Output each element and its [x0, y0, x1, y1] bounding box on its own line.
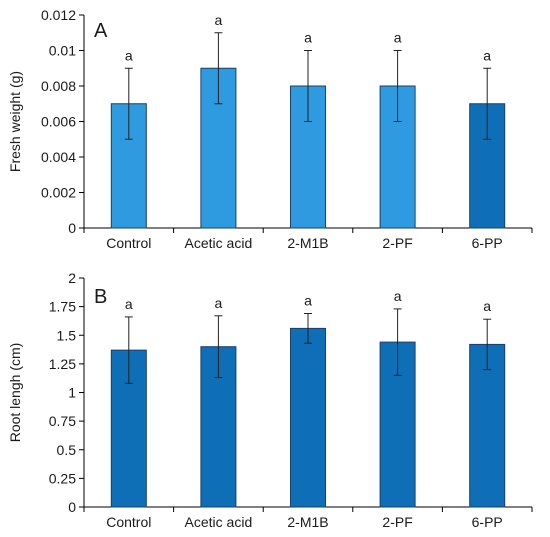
- x-tick-label: Control: [106, 514, 151, 530]
- significance-letter: a: [394, 30, 402, 46]
- x-tick-label: 6-PP: [472, 235, 503, 251]
- y-tick-label: 1.75: [49, 299, 76, 315]
- bar: [290, 327, 326, 508]
- panel-label: A: [94, 20, 108, 42]
- y-tick-label: 0.008: [41, 78, 76, 94]
- y-tick-label: 0.5: [57, 442, 77, 458]
- bar: [469, 343, 506, 508]
- x-tick-label: 6-PP: [472, 514, 503, 530]
- y-tick-label: 1: [68, 385, 76, 401]
- significance-letter: a: [125, 296, 133, 312]
- y-tick-label: 0.002: [41, 185, 76, 201]
- y-tick-label: 0.012: [41, 7, 76, 23]
- significance-letter: a: [215, 12, 223, 28]
- significance-letter: a: [394, 288, 402, 304]
- panel-b-chart: 0 0.25 0.5 0.75 1 1.25 1.5 1.75 2 a Control a Acetic…: [7, 270, 533, 530]
- y-axis-title: Root lengh (cm): [7, 343, 23, 443]
- y-tick-label: 0.004: [41, 149, 76, 165]
- y-tick-label: 0: [68, 220, 76, 236]
- significance-letter: a: [304, 30, 312, 46]
- y-tick-label: 1.5: [57, 327, 77, 343]
- significance-letter: a: [125, 47, 133, 63]
- y-tick-label: 0.25: [49, 470, 76, 486]
- x-tick-label: 2-M1B: [287, 514, 328, 530]
- significance-letter: a: [483, 298, 491, 314]
- y-axis-title: Fresh weight (g): [7, 71, 23, 172]
- x-tick-label: Acetic acid: [185, 235, 253, 251]
- y-tick-label: 1.25: [49, 356, 76, 372]
- x-tick-label: 2-PF: [382, 235, 412, 251]
- significance-letter: a: [304, 292, 312, 308]
- x-tick-label: Control: [106, 235, 151, 251]
- significance-letter: a: [483, 47, 491, 63]
- x-tick-label: 2-PF: [382, 514, 412, 530]
- panel-a-chart: 0 0.002 0.004 0.006 0.008 0.01 0.012 a Control a A…: [7, 7, 533, 251]
- y-tick-label: 0.01: [49, 43, 76, 59]
- y-tick-label: 0: [68, 499, 76, 515]
- panel-label: B: [94, 286, 107, 308]
- y-tick-label: 0.75: [49, 413, 76, 429]
- x-tick-label: Acetic acid: [185, 514, 253, 530]
- y-tick-label: 0.006: [41, 114, 76, 130]
- x-tick-label: 2-M1B: [287, 235, 328, 251]
- y-tick-label: 2: [68, 270, 76, 286]
- significance-letter: a: [215, 295, 223, 311]
